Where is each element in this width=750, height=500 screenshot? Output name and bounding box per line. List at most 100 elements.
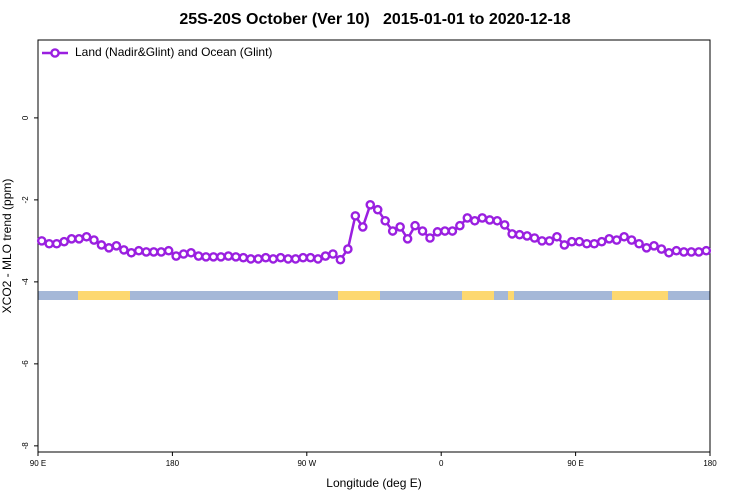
data-point [477,213,488,223]
data-point [462,213,473,223]
data-point [178,249,189,259]
chart-title: 25S-20S October (Ver 10) 2015-01-01 to 2… [179,11,570,28]
data-point [634,238,644,249]
data-point [552,231,562,242]
data-point [74,234,84,244]
data-point [201,252,211,262]
data-point [387,226,398,236]
data-point [66,234,77,244]
data-point [626,235,637,245]
data-point [268,254,279,264]
data-point [141,247,152,257]
data-point [559,240,570,250]
y-tick-label: -2 [21,196,30,204]
data-point [223,251,234,261]
data-point [567,236,577,247]
data-point [148,247,159,257]
land-band [338,291,380,300]
data-point [514,229,525,240]
data-point [81,231,92,242]
data-point [44,238,55,249]
data-point [455,220,465,231]
data-point [641,243,652,253]
data-point [208,252,219,262]
data-point [357,222,368,232]
x-axis-label: Longitude (deg E) [326,476,421,490]
data-point [104,243,114,253]
x-tick-label: 90 E [567,459,583,468]
data-point [649,240,659,251]
data-point [582,238,592,249]
data-point [447,226,458,236]
data-point [425,233,435,243]
legend-label: Land (Nadir&Glint) and Ocean (Glint) [75,45,272,59]
data-point [305,252,316,263]
data-point [619,231,629,242]
data-point [544,236,555,246]
data-point [313,254,323,264]
y-tick-label: -4 [21,278,30,286]
x-tick-label: 90 W [297,459,316,468]
data-point [171,251,181,261]
data-point [51,238,62,249]
data-point [186,247,196,258]
data-point [320,251,331,261]
data-point [163,245,174,256]
data-point [238,252,249,263]
data-point [290,254,301,264]
data-point [335,254,346,265]
data-point [410,220,420,231]
data-point [343,244,353,254]
data-point [365,199,376,210]
data-point [245,254,256,264]
data-point [694,247,704,257]
land-ocean-band [38,291,710,300]
x-tick-label: 90 E [30,459,46,468]
data-point [611,235,622,245]
y-tick-label: -6 [21,360,30,368]
x-tick-label: 180 [166,459,180,468]
data-point [328,249,338,259]
data-point [298,252,308,263]
land-band [78,291,130,300]
data-point [231,252,241,262]
data-point [260,252,271,263]
y-axis-label: XCO2 - MLO trend (ppm) [0,179,14,314]
data-point [36,236,47,246]
land-band [612,291,668,300]
data-point [216,252,226,262]
data-point [596,236,607,247]
data-point [574,236,585,247]
data-point [133,245,144,256]
data-point [529,233,540,243]
plot-frame [37,39,711,453]
data-point [193,251,204,261]
data-point [499,220,510,230]
data-point [589,238,600,249]
data-point [492,215,503,226]
data-point [432,227,443,237]
y-tick-label: 0 [21,115,30,120]
data-point [283,254,293,264]
data-point [59,236,69,247]
data-point [522,231,532,241]
data-point [253,254,264,264]
data-point [96,240,107,250]
data-point [380,215,391,226]
data-point [701,245,712,256]
data-point [350,211,361,221]
data-point [656,244,667,254]
data-point [679,247,689,257]
data-point [372,204,383,215]
data-point [402,234,413,244]
data-point [126,247,137,258]
data-point [469,215,480,226]
data-point [156,247,166,257]
land-band [508,291,514,300]
x-tick-label: 180 [703,459,717,468]
data-point [484,215,495,225]
x-tick-label: 0 [439,459,444,468]
data-point [440,226,450,236]
data-point [395,222,405,232]
